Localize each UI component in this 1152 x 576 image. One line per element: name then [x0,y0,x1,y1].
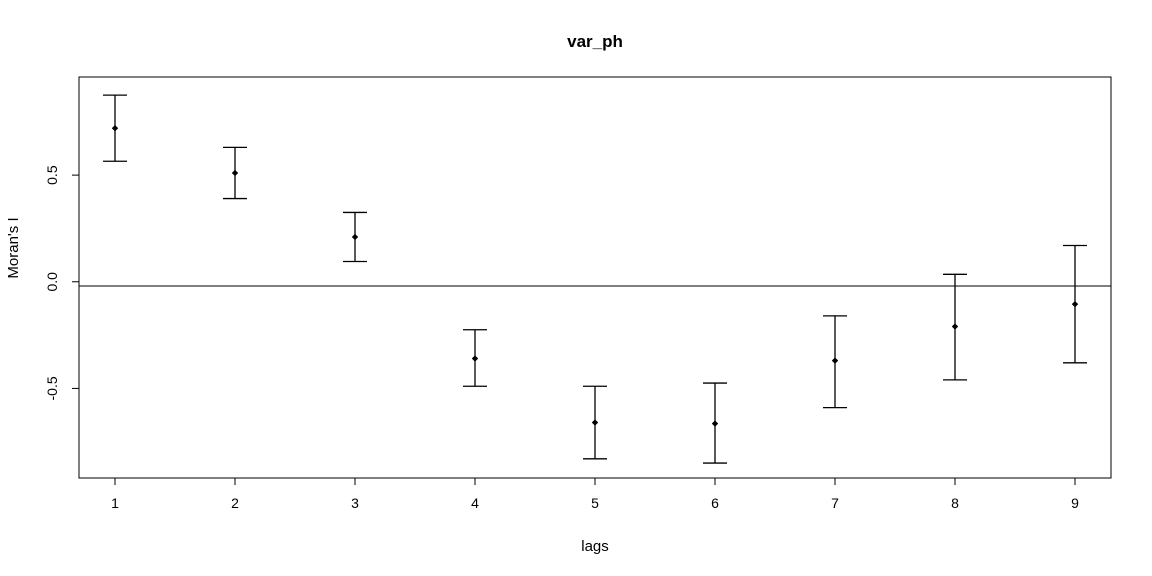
x-axis-label: lags [581,538,609,555]
data-point [711,420,719,427]
chart-title: var_ph [567,32,623,51]
x-tick-label: 6 [711,495,719,511]
x-tick-label: 8 [951,495,959,511]
data-point [111,124,119,132]
x-tick-label: 2 [231,495,239,511]
y-axis-label: Moran's I [5,217,22,278]
y-tick-label: -0.5 [44,376,60,400]
data-point [351,233,359,241]
x-tick-label: 5 [591,495,599,511]
data-point [951,323,959,330]
data-point [1071,300,1079,308]
x-tick-label: 9 [1071,495,1079,511]
y-tick-label: 0.5 [44,165,60,185]
x-axis: 1 2 3 4 5 6 7 8 9 [111,477,1079,511]
x-tick-label: 3 [351,495,359,511]
data-point [831,357,839,364]
y-axis: 0.5 0.0 -0.5 [44,165,80,400]
data-point [471,355,479,362]
data-point [231,169,239,177]
error-bars [103,94,1087,464]
y-tick-label: 0.0 [44,272,60,292]
x-tick-label: 4 [471,495,479,511]
data-points [111,124,1079,427]
x-tick-label: 7 [831,495,839,511]
x-tick-label: 1 [111,495,119,511]
data-point [591,419,599,426]
